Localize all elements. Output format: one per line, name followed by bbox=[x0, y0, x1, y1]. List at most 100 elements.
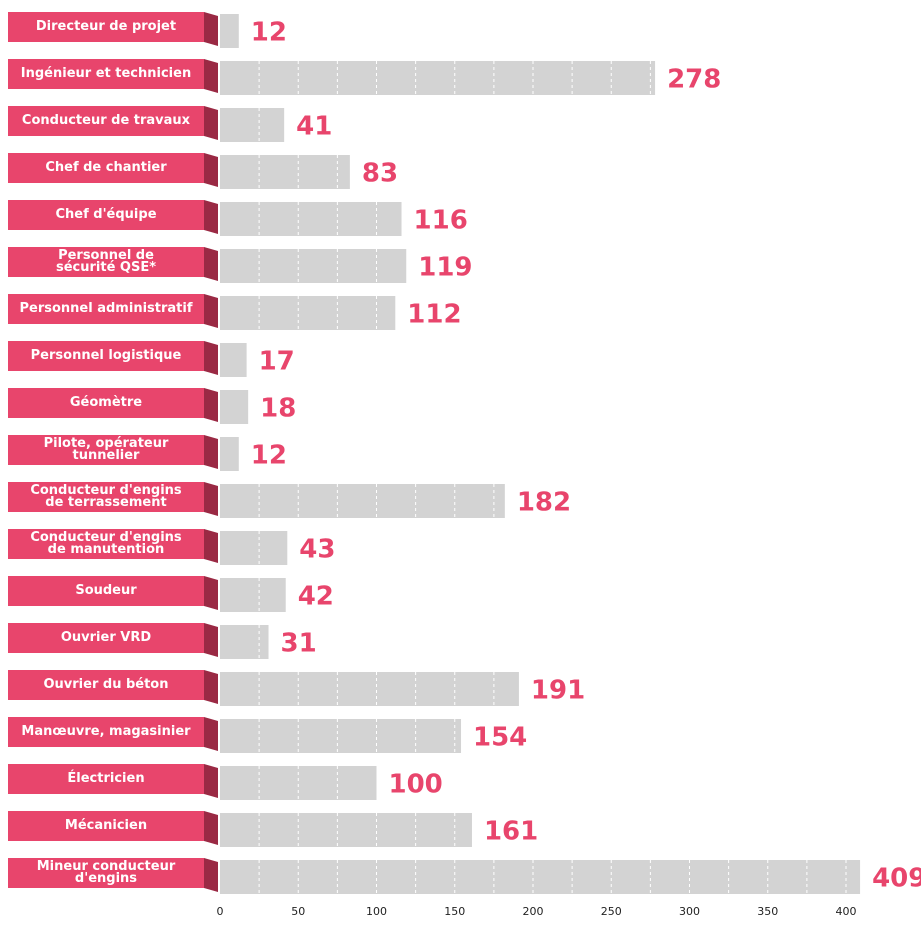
bar bbox=[220, 625, 269, 659]
label-box bbox=[8, 12, 204, 42]
label-box bbox=[8, 764, 204, 794]
label-tail bbox=[204, 12, 218, 46]
value-label: 43 bbox=[299, 535, 335, 565]
label-tail bbox=[204, 59, 218, 93]
label-box bbox=[8, 435, 204, 465]
category-label: Directeur de projet bbox=[35, 19, 177, 34]
value-label: 161 bbox=[484, 817, 538, 847]
label-box bbox=[8, 106, 204, 136]
category-label: Conducteur d'engins de terrassement bbox=[30, 483, 182, 510]
bar bbox=[220, 296, 396, 330]
bar bbox=[220, 249, 407, 283]
category-label: Mineur conducteur d'engins bbox=[36, 859, 176, 886]
category-label: Ingénieur et technicien bbox=[20, 66, 192, 81]
bar bbox=[220, 766, 377, 800]
label-tail bbox=[204, 811, 218, 845]
bar bbox=[220, 531, 288, 565]
x-tick-label: 100 bbox=[366, 905, 387, 918]
bar bbox=[220, 860, 861, 894]
x-tick-label: 300 bbox=[679, 905, 700, 918]
value-label: 191 bbox=[531, 676, 585, 706]
category-label: Pilote, opérateur tunnelier bbox=[43, 436, 169, 463]
label-box bbox=[8, 59, 204, 89]
bar bbox=[220, 813, 472, 847]
label-tail bbox=[204, 623, 218, 657]
category-label: Électricien bbox=[67, 771, 145, 786]
bar bbox=[220, 108, 285, 142]
bar bbox=[220, 437, 239, 471]
x-tick-label: 0 bbox=[217, 905, 224, 918]
category-label: Chef d'équipe bbox=[55, 207, 157, 222]
label-box bbox=[8, 670, 204, 700]
label-tail bbox=[204, 294, 218, 328]
value-label: 182 bbox=[517, 488, 571, 518]
x-tick-label: 150 bbox=[444, 905, 465, 918]
label-tail bbox=[204, 341, 218, 375]
label-box bbox=[8, 200, 204, 230]
label-tail bbox=[204, 717, 218, 751]
label-box bbox=[8, 858, 204, 888]
value-label: 12 bbox=[251, 441, 287, 471]
label-box bbox=[8, 717, 204, 747]
value-label: 41 bbox=[296, 112, 332, 142]
label-box bbox=[8, 529, 204, 559]
category-label: Personnel logistique bbox=[30, 348, 182, 363]
bar bbox=[220, 719, 462, 753]
bar bbox=[220, 484, 505, 518]
label-tail bbox=[204, 858, 218, 892]
value-label: 31 bbox=[281, 629, 317, 659]
label-box bbox=[8, 623, 204, 653]
value-label: 100 bbox=[389, 770, 443, 800]
label-box bbox=[8, 482, 204, 512]
label-box bbox=[8, 388, 204, 418]
category-label: Chef de chantier bbox=[45, 160, 167, 175]
label-tail bbox=[204, 576, 218, 610]
value-label: 154 bbox=[473, 723, 527, 753]
bar bbox=[220, 578, 286, 612]
category-label: Conducteur d'engins de manutention bbox=[30, 530, 182, 557]
x-tick-label: 200 bbox=[523, 905, 544, 918]
category-label: Mécanicien bbox=[64, 818, 148, 833]
label-tail bbox=[204, 106, 218, 140]
label-tail bbox=[204, 153, 218, 187]
label-tail bbox=[204, 670, 218, 704]
value-label: 18 bbox=[260, 394, 296, 424]
x-tick-label: 50 bbox=[291, 905, 305, 918]
label-tail bbox=[204, 247, 218, 281]
category-label: Géomètre bbox=[69, 395, 143, 410]
value-label: 409 bbox=[872, 864, 921, 894]
label-box bbox=[8, 294, 204, 324]
category-label: Ouvrier du béton bbox=[43, 677, 169, 692]
bar bbox=[220, 672, 519, 706]
bar bbox=[220, 202, 402, 236]
category-label: Manœuvre, magasinier bbox=[21, 724, 191, 739]
category-label: Soudeur bbox=[75, 583, 137, 598]
label-tail bbox=[204, 482, 218, 516]
value-label: 116 bbox=[414, 206, 468, 236]
category-label: Personnel administratif bbox=[19, 301, 193, 316]
label-box bbox=[8, 576, 204, 606]
bar bbox=[220, 61, 656, 95]
value-label: 42 bbox=[298, 582, 334, 612]
category-label: Personnel de sécurité QSE* bbox=[55, 248, 157, 275]
label-box bbox=[8, 811, 204, 841]
label-tail bbox=[204, 200, 218, 234]
value-label: 17 bbox=[259, 347, 295, 377]
label-box bbox=[8, 341, 204, 371]
bar bbox=[220, 155, 350, 189]
category-label: Ouvrier VRD bbox=[60, 630, 152, 645]
category-label: Conducteur de travaux bbox=[21, 113, 191, 128]
label-tail bbox=[204, 764, 218, 798]
x-tick-label: 400 bbox=[836, 905, 857, 918]
value-label: 278 bbox=[667, 65, 721, 95]
value-label: 83 bbox=[362, 159, 398, 189]
bar bbox=[220, 390, 249, 424]
label-tail bbox=[204, 435, 218, 469]
x-tick-label: 250 bbox=[601, 905, 622, 918]
bar bbox=[220, 14, 239, 48]
x-tick-label: 350 bbox=[757, 905, 778, 918]
label-tail bbox=[204, 529, 218, 563]
value-label: 112 bbox=[407, 300, 461, 330]
